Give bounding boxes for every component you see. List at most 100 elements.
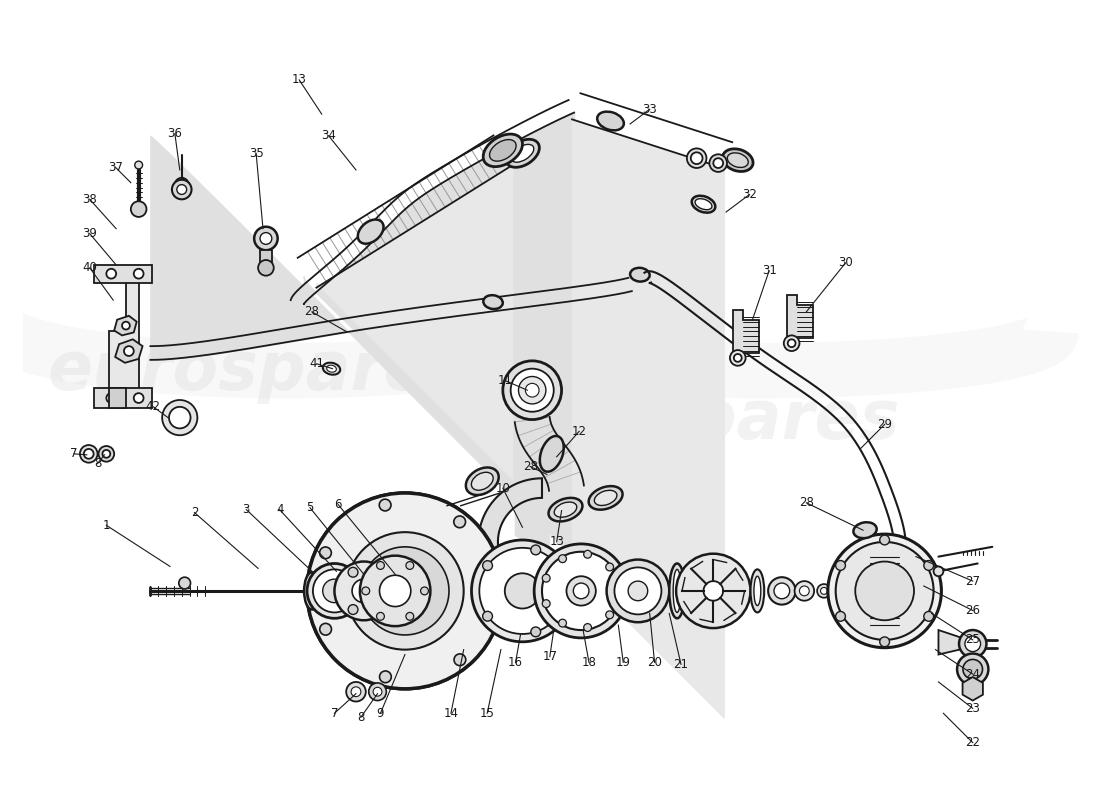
Circle shape xyxy=(162,400,197,435)
Text: 18: 18 xyxy=(582,656,596,669)
Text: 37: 37 xyxy=(108,161,122,174)
Text: 17: 17 xyxy=(542,650,558,663)
Circle shape xyxy=(258,260,274,276)
Circle shape xyxy=(381,586,390,596)
Ellipse shape xyxy=(673,570,681,613)
Circle shape xyxy=(322,579,346,602)
Circle shape xyxy=(510,369,553,412)
Text: 13: 13 xyxy=(292,74,307,86)
Text: 38: 38 xyxy=(82,193,97,206)
Text: 28: 28 xyxy=(799,496,814,510)
Polygon shape xyxy=(94,265,153,282)
Text: 2: 2 xyxy=(190,506,198,519)
Circle shape xyxy=(526,383,539,397)
Text: 8: 8 xyxy=(358,710,364,724)
Text: 14: 14 xyxy=(443,706,459,720)
Text: 22: 22 xyxy=(965,736,980,749)
Ellipse shape xyxy=(472,472,493,490)
Circle shape xyxy=(177,185,187,194)
Text: 28: 28 xyxy=(522,460,538,473)
Text: 29: 29 xyxy=(877,418,892,431)
Circle shape xyxy=(924,561,934,570)
Circle shape xyxy=(254,226,277,250)
Circle shape xyxy=(420,587,428,595)
Circle shape xyxy=(349,567,358,577)
Ellipse shape xyxy=(554,502,576,518)
Circle shape xyxy=(734,354,741,362)
Polygon shape xyxy=(116,339,143,362)
Circle shape xyxy=(406,562,414,570)
Circle shape xyxy=(794,581,814,601)
Circle shape xyxy=(320,623,331,635)
Circle shape xyxy=(559,619,566,627)
Text: 31: 31 xyxy=(761,264,777,278)
Circle shape xyxy=(505,574,540,609)
Text: 15: 15 xyxy=(480,706,495,720)
Circle shape xyxy=(472,540,573,642)
Text: 36: 36 xyxy=(167,127,183,140)
Circle shape xyxy=(307,493,503,689)
Circle shape xyxy=(924,611,934,622)
Circle shape xyxy=(362,587,370,595)
Text: 3: 3 xyxy=(243,503,250,516)
Circle shape xyxy=(573,583,588,598)
Text: 25: 25 xyxy=(966,634,980,646)
Circle shape xyxy=(856,562,914,620)
Circle shape xyxy=(615,567,661,614)
Text: 39: 39 xyxy=(82,227,97,240)
Circle shape xyxy=(379,671,392,682)
Circle shape xyxy=(307,493,503,689)
Circle shape xyxy=(962,659,982,679)
Text: 30: 30 xyxy=(838,257,853,270)
Ellipse shape xyxy=(322,362,340,374)
Circle shape xyxy=(676,554,750,628)
Text: 19: 19 xyxy=(616,656,630,669)
Ellipse shape xyxy=(854,522,877,538)
Text: 7: 7 xyxy=(70,447,78,460)
Circle shape xyxy=(334,562,393,620)
Ellipse shape xyxy=(512,144,534,162)
Circle shape xyxy=(131,202,146,217)
Circle shape xyxy=(175,178,188,191)
Ellipse shape xyxy=(465,467,498,495)
Circle shape xyxy=(368,683,386,701)
Circle shape xyxy=(107,269,117,278)
Ellipse shape xyxy=(358,219,384,244)
Ellipse shape xyxy=(549,498,582,522)
Circle shape xyxy=(320,547,331,558)
Circle shape xyxy=(312,570,356,613)
Circle shape xyxy=(84,449,94,458)
Text: 27: 27 xyxy=(965,574,980,588)
Circle shape xyxy=(774,583,790,598)
Circle shape xyxy=(361,547,449,635)
Circle shape xyxy=(957,654,989,685)
Circle shape xyxy=(800,586,810,596)
Circle shape xyxy=(376,562,384,570)
Circle shape xyxy=(124,346,134,356)
Circle shape xyxy=(817,584,830,598)
Circle shape xyxy=(566,576,596,606)
Circle shape xyxy=(134,269,144,278)
Text: 34: 34 xyxy=(321,129,336,142)
Text: 8: 8 xyxy=(94,457,101,470)
Circle shape xyxy=(606,559,669,622)
Circle shape xyxy=(542,574,550,582)
Circle shape xyxy=(836,542,934,640)
Circle shape xyxy=(934,566,944,576)
Text: 6: 6 xyxy=(334,498,342,511)
Ellipse shape xyxy=(723,149,754,171)
Ellipse shape xyxy=(540,436,563,472)
Circle shape xyxy=(628,581,648,601)
Circle shape xyxy=(584,624,592,631)
Polygon shape xyxy=(109,273,139,395)
Text: 7: 7 xyxy=(331,706,338,720)
Circle shape xyxy=(542,600,550,607)
Ellipse shape xyxy=(506,139,539,167)
Circle shape xyxy=(351,687,361,697)
Text: 41: 41 xyxy=(309,358,324,370)
Circle shape xyxy=(122,322,130,330)
Text: 32: 32 xyxy=(742,188,757,201)
Text: 13: 13 xyxy=(549,535,564,549)
Circle shape xyxy=(169,407,190,428)
Polygon shape xyxy=(733,310,759,362)
